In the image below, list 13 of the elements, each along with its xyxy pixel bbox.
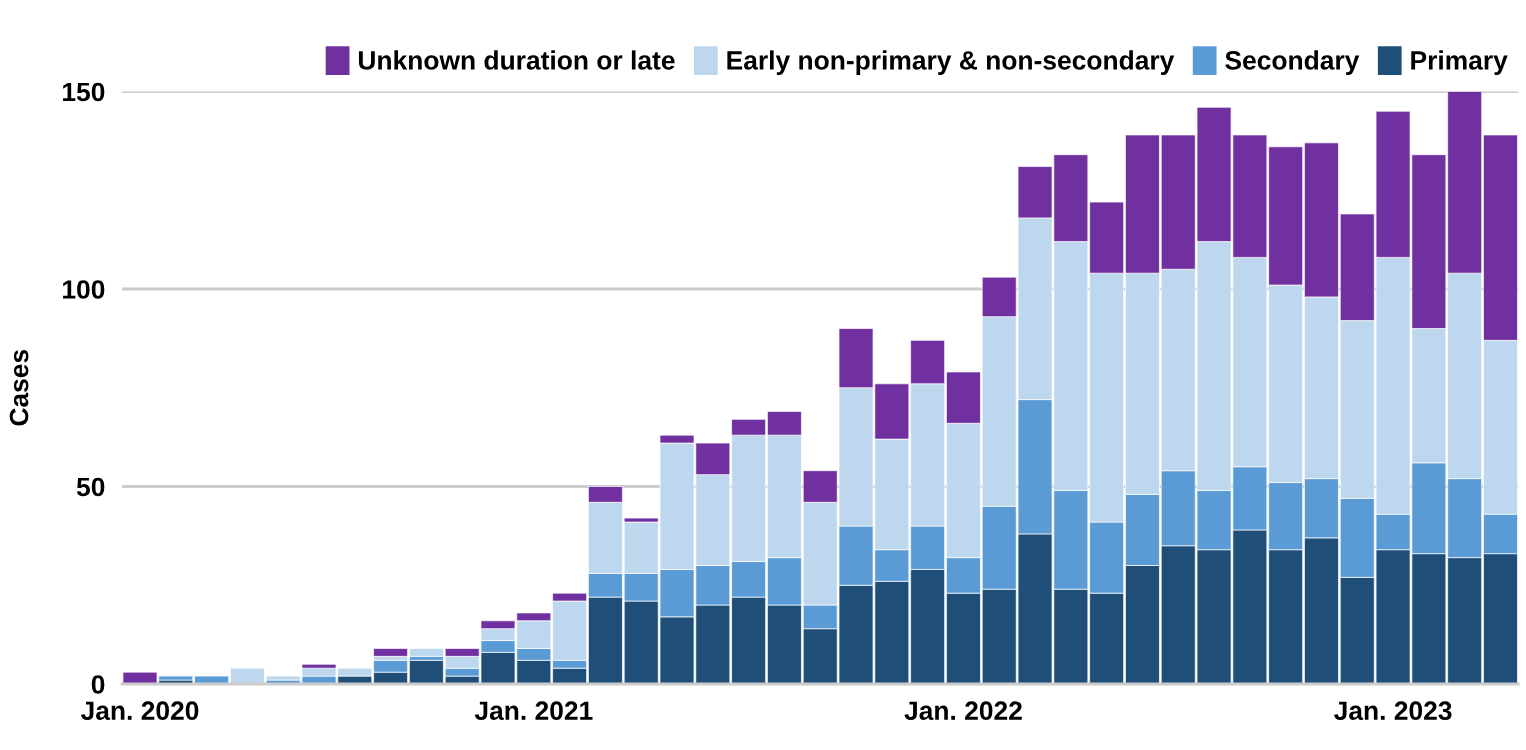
x-tick-label: Jan. 2023: [1334, 701, 1452, 721]
x-tick-label: Jan. 2020: [80, 701, 199, 721]
y-tick-label: 50: [76, 477, 105, 497]
y-axis-title: Cases: [9, 349, 29, 426]
legend-label: Unknown duration or late: [358, 50, 675, 70]
y-tick-label: 150: [63, 82, 105, 102]
legend-label: Early non-primary & non-secondary: [727, 50, 1175, 75]
legend-label: Primary: [1411, 50, 1508, 75]
y-tick-label: 0: [91, 675, 105, 694]
x-tick-label: Jan. 2021: [474, 701, 593, 721]
y-tick-label: 100: [63, 280, 105, 299]
x-tick-label: Jan. 2022: [904, 701, 1022, 721]
legend-label: Secondary: [1225, 50, 1360, 75]
